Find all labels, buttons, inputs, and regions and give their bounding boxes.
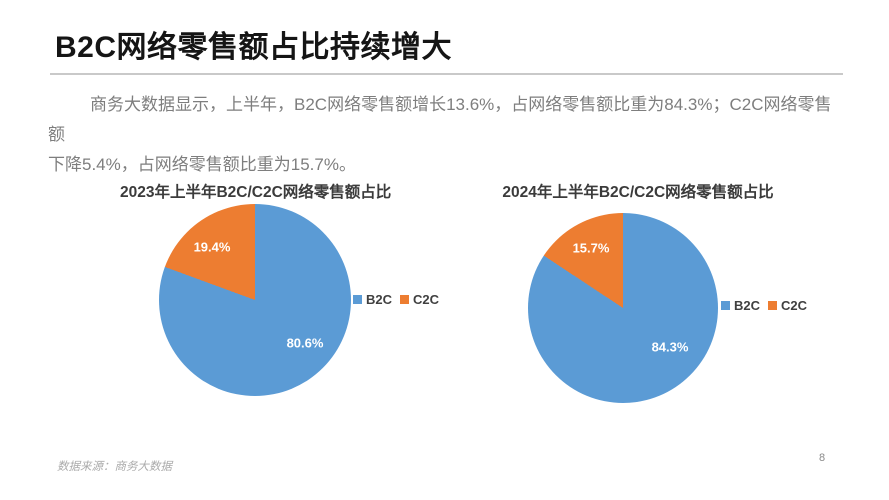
legend-swatch-b2c <box>353 294 362 304</box>
title-divider <box>50 73 843 75</box>
legend-swatch-c2c <box>400 294 410 304</box>
chart-title-2024: 2024年上半年B2C/C2C网络零售额占比 <box>502 184 774 201</box>
page-number: 8 <box>818 452 826 464</box>
pie-2023 <box>159 204 351 396</box>
paragraph-line: 下降5.4%，占网络零售额比重为15.7%。 <box>48 155 356 174</box>
slice-label-b2c: 84.3% <box>651 339 689 355</box>
summary-paragraph: 商务大数据显示，上半年，B2C网络零售额增长13.6%，占网络零售额比重为84.… <box>48 90 848 180</box>
legend-swatch-c2c <box>768 300 778 310</box>
page-title: B2C网络零售额占比持续增大 <box>55 31 453 64</box>
chart-title-2023: 2023年上半年B2C/C2C网络零售额占比 <box>120 184 392 201</box>
data-source-note: 数据来源：商务大数据 <box>57 461 172 473</box>
legend-label-b2c: B2C <box>734 297 761 313</box>
legend: B2C C2C <box>721 296 807 314</box>
pie-chart-2024: 2024年上半年B2C/C2C网络零售额占比 84.3% 15.7% B2C C… <box>490 178 835 413</box>
slice-label-c2c: 15.7% <box>572 240 610 256</box>
legend-swatch-b2c <box>721 300 730 310</box>
slice-label-b2c: 80.6% <box>286 335 324 351</box>
legend-label-c2c: C2C <box>413 291 440 307</box>
slice-label-c2c: 19.4% <box>193 239 231 255</box>
legend-label-c2c: C2C <box>781 297 808 313</box>
paragraph-line: 商务大数据显示，上半年，B2C网络零售额增长13.6%，占网络零售额比重为84.… <box>48 95 832 144</box>
pie-chart-2023: 2023年上半年B2C/C2C网络零售额占比 80.6% 19.4% B2C C… <box>120 178 465 413</box>
legend: B2C C2C <box>353 290 439 308</box>
pie-2024 <box>528 213 718 403</box>
legend-label-b2c: B2C <box>366 291 393 307</box>
